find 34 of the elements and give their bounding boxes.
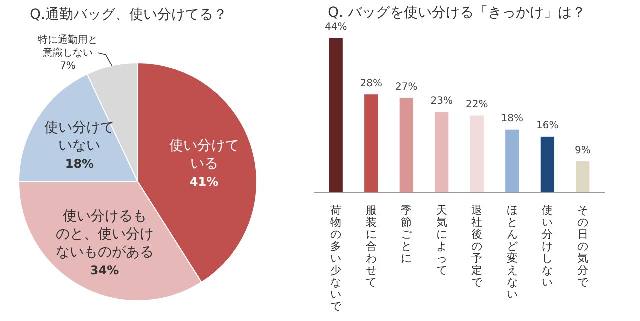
chart-title: Q. バッグを使い分ける「きっかけ」は？ <box>328 5 586 21</box>
slice-label: 使い分けていない <box>44 120 115 154</box>
data-label: 23% <box>430 96 453 107</box>
x-tick-label: その日の気分で <box>577 204 590 289</box>
data-label: 7% <box>60 61 76 72</box>
x-tick-label: 季節ごとに <box>401 204 414 265</box>
chart-title: Q.通勤バッグ、使い分けてる？ <box>30 7 228 23</box>
data-label: 28% <box>360 78 382 90</box>
bar <box>399 98 414 194</box>
data-label: 18% <box>501 114 524 125</box>
slice-label: 特に通勤用と意識しない <box>38 34 98 59</box>
slice-label: 使い分けている <box>169 138 240 172</box>
slice-label: 使い分けるものと、使い分けないものがある <box>56 208 154 260</box>
bar <box>505 129 520 194</box>
bar <box>364 94 379 194</box>
bar <box>328 38 344 194</box>
bar <box>434 112 450 194</box>
bar <box>470 115 484 194</box>
data-label: 27% <box>396 82 418 93</box>
x-tick-label: 退社後の予定で <box>472 204 484 289</box>
bar <box>576 161 590 194</box>
data-label: 22% <box>466 100 488 110</box>
bar <box>540 136 555 194</box>
category-label: 荷物の多い少ないで <box>330 204 342 313</box>
data-label: 9% <box>574 145 591 156</box>
x-tick-label: 使い分けしない <box>542 204 554 289</box>
data-label: 41% <box>190 174 219 189</box>
x-tick-label: 天気によって <box>436 204 448 277</box>
data-label: 18% <box>65 157 94 172</box>
data-label: 16% <box>536 120 559 132</box>
x-tick-label: ほとんど変えない <box>506 204 518 301</box>
data-label: 34% <box>90 263 120 278</box>
x-tick-label: 服装に合わせて <box>366 204 377 289</box>
data-label: 44% <box>324 22 348 33</box>
